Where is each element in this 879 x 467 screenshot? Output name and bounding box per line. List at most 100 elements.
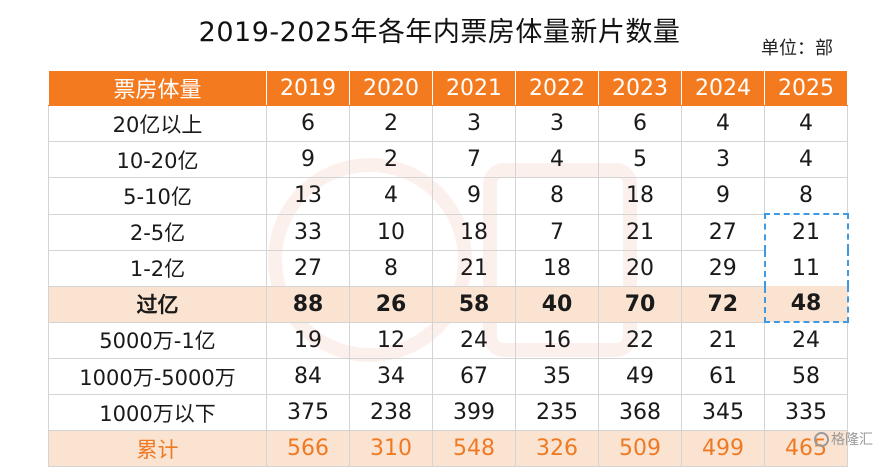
table-row: 5-10亿 13 4 9 8 18 9 8 xyxy=(48,177,848,215)
table-cell: 4 xyxy=(764,141,848,178)
table-cell: 22 xyxy=(598,321,682,359)
header-cell: 2022 xyxy=(515,70,599,106)
table-cell: 18 xyxy=(598,177,682,215)
table-row: 1000万以下 375 238 399 235 368 345 335 xyxy=(48,394,848,431)
table-cell: 21 xyxy=(598,213,682,251)
table-cell: 70 xyxy=(598,285,682,323)
table-cell: 5 xyxy=(598,141,682,178)
table-cell: 566 xyxy=(266,430,350,467)
table-cell: 27 xyxy=(266,249,350,287)
table-cell: 20 xyxy=(598,249,682,287)
table-cell: 6 xyxy=(266,105,350,142)
table-cell: 33 xyxy=(266,213,350,251)
table-cell: 10 xyxy=(349,213,433,251)
table-row: 1000万-5000万 84 34 67 35 49 61 58 xyxy=(48,358,848,395)
table-row: 1-2亿 27 8 21 18 20 29 11 xyxy=(48,249,849,287)
table-cell: 67 xyxy=(432,358,516,395)
table-cell: 4 xyxy=(764,105,848,142)
row-label: 5000万-1亿 xyxy=(48,321,267,359)
table-cell: 26 xyxy=(349,285,433,323)
table-cell: 235 xyxy=(515,394,599,431)
table-row: 10-20亿 9 2 7 4 5 3 4 xyxy=(48,141,848,178)
row-label: 10-20亿 xyxy=(48,141,267,178)
table-cell: 58 xyxy=(432,285,516,323)
header-cell: 2019 xyxy=(266,70,350,106)
header-cell: 票房体量 xyxy=(48,70,267,106)
table-cell: 8 xyxy=(515,177,599,215)
table-cell: 35 xyxy=(515,358,599,395)
table-cell: 12 xyxy=(349,321,433,359)
table-cell: 4 xyxy=(349,177,433,215)
table-cell: 21 xyxy=(432,249,516,287)
table-cell: 27 xyxy=(681,213,765,251)
table-cell: 375 xyxy=(266,394,350,431)
header-cell: 2020 xyxy=(349,70,433,106)
table-cell: 3 xyxy=(432,105,516,142)
table-cell: 7 xyxy=(432,141,516,178)
table-cell: 548 xyxy=(432,430,516,467)
table-cell: 368 xyxy=(598,394,682,431)
table-cell: 24 xyxy=(764,321,848,359)
table-cell: 509 xyxy=(598,430,682,467)
row-label: 20亿以上 xyxy=(48,105,267,142)
table-cell: 2 xyxy=(349,105,433,142)
header-cell: 2023 xyxy=(598,70,682,106)
table-cell: 16 xyxy=(515,321,599,359)
table-cell: 238 xyxy=(349,394,433,431)
table-cell: 9 xyxy=(432,177,516,215)
table-cell: 8 xyxy=(764,177,848,215)
table-cell: 3 xyxy=(515,105,599,142)
table-cell: 49 xyxy=(598,358,682,395)
page-title: 2019-2025年各年内票房体量新片数量 xyxy=(198,17,681,48)
row-label: 过亿 xyxy=(48,285,267,323)
brand-logo: 格隆汇 xyxy=(814,429,873,449)
header-cell: 2021 xyxy=(432,70,516,106)
table-cell: 310 xyxy=(349,430,433,467)
table-row: 5000万-1亿 19 12 24 16 22 21 24 xyxy=(48,321,848,359)
row-label: 1000万-5000万 xyxy=(48,358,267,395)
table-cell: 6 xyxy=(598,105,682,142)
table-cell: 19 xyxy=(266,321,350,359)
table-header-row: 票房体量 2019 2020 2021 2022 2023 2024 2025 xyxy=(48,70,848,106)
table-cell: 7 xyxy=(515,213,599,251)
table-cell: 499 xyxy=(681,430,765,467)
table-cell: 21 xyxy=(681,321,765,359)
table-cell: 335 xyxy=(764,394,848,431)
table-cell: 11 xyxy=(763,250,849,286)
table-cell: 8 xyxy=(349,249,433,287)
table-cell: 84 xyxy=(266,358,350,395)
table-cell: 88 xyxy=(266,285,350,323)
table-cell: 24 xyxy=(432,321,516,359)
row-label: 2-5亿 xyxy=(48,213,267,251)
table-cell: 29 xyxy=(681,249,765,287)
table-cell: 40 xyxy=(515,285,599,323)
table-cell: 326 xyxy=(515,430,599,467)
table-cell: 48 xyxy=(763,286,849,323)
table-cell: 4 xyxy=(515,141,599,178)
table-cell: 2 xyxy=(349,141,433,178)
table-cell: 58 xyxy=(764,358,848,395)
header-cell: 2025 xyxy=(764,70,848,106)
table-cell: 18 xyxy=(432,213,516,251)
table-row: 20亿以上 6 2 3 3 6 4 4 xyxy=(48,105,848,142)
table-row: 过亿 88 26 58 40 70 72 48 xyxy=(48,285,849,323)
table-cell: 3 xyxy=(681,141,765,178)
table-cell: 4 xyxy=(681,105,765,142)
table-cell: 345 xyxy=(681,394,765,431)
table-cell: 72 xyxy=(681,285,765,323)
table-cell: 9 xyxy=(266,141,350,178)
table-cell: 21 xyxy=(763,213,849,250)
table-cell: 34 xyxy=(349,358,433,395)
table-row: 2-5亿 33 10 18 7 21 27 21 xyxy=(48,213,849,251)
table-row: 累计 566 310 548 326 509 499 465 xyxy=(48,430,848,467)
table-cell: 13 xyxy=(266,177,350,215)
row-label: 1000万以下 xyxy=(48,394,267,431)
table-cell: 61 xyxy=(681,358,765,395)
table-cell: 399 xyxy=(432,394,516,431)
gelonghui-logo-icon xyxy=(814,431,829,447)
row-label: 1-2亿 xyxy=(48,249,267,287)
header-cell: 2024 xyxy=(681,70,765,106)
row-label: 5-10亿 xyxy=(48,177,267,215)
box-office-table: 票房体量 2019 2020 2021 2022 2023 2024 2025 … xyxy=(48,70,849,467)
row-label: 累计 xyxy=(48,430,267,467)
